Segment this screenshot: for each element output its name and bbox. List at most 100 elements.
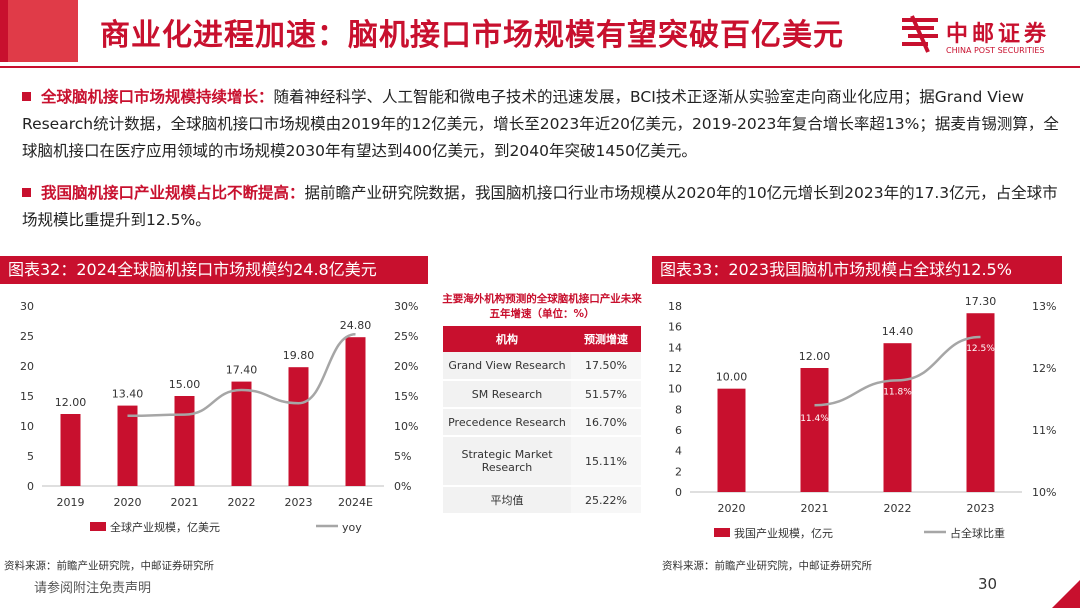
x-tick-label: 2021 <box>171 496 199 509</box>
bar <box>231 381 252 486</box>
bar-data-label: 12.00 <box>799 350 831 363</box>
y-left-tick-label: 14 <box>668 341 682 354</box>
bullet-text: 据前瞻产业研究院数据，我国脑机接口行业市场规模从2020年的10亿元增长到202… <box>22 184 1058 229</box>
y-left-tick-label: 8 <box>675 403 682 416</box>
bar-data-label: 12.00 <box>55 396 87 409</box>
y-left-tick-label: 4 <box>675 445 682 458</box>
bar <box>345 337 366 486</box>
legend-line-label: yoy <box>342 521 362 534</box>
y-left-tick-label: 10 <box>20 420 34 433</box>
y-left-tick-label: 15 <box>20 390 34 403</box>
bar-data-label: 10.00 <box>716 371 748 384</box>
table-cell-rate: 15.11% <box>571 436 641 487</box>
legend-line-label: 占全球比重 <box>950 526 1005 540</box>
y-left-tick-label: 25 <box>20 330 34 343</box>
table-cell-inst: Precedence Research <box>443 408 571 437</box>
table-row: Grand View Research 17.50% <box>443 352 641 381</box>
table-cell-inst: Strategic Market Research <box>443 436 571 487</box>
bullet-square-icon <box>22 92 31 101</box>
table-cell-rate: 16.70% <box>571 408 641 437</box>
x-tick-label: 2022 <box>884 502 912 515</box>
chart2-title-bar: 图表33：2023我国脑机市场规模占全球约12.5% <box>652 256 1062 284</box>
bullet-global-market: 全球脑机接口市场规模持续增长：随着神经科学、人工智能和微电子技术的迅速发展，BC… <box>22 84 1062 165</box>
y-right-tick-label: 10% <box>1032 486 1056 499</box>
y-left-tick-label: 16 <box>668 321 682 334</box>
table-header-rate: 预测增速 <box>571 326 641 352</box>
y-right-tick-label: 0% <box>394 480 411 493</box>
table-row: SM Research 51.57% <box>443 380 641 409</box>
bar <box>883 343 912 492</box>
y-left-tick-label: 20 <box>20 360 34 373</box>
logo-english-name: CHINA POST SECURITIES <box>946 46 1045 55</box>
bullet-keyword: 全球脑机接口市场规模持续增长： <box>41 88 274 106</box>
header-accent-bar <box>0 0 8 62</box>
bullet-square-icon <box>22 188 31 197</box>
y-left-tick-label: 2 <box>675 465 682 478</box>
table-cell-inst: 平均值 <box>443 486 571 515</box>
bar-data-label: 13.40 <box>112 388 144 401</box>
x-tick-label: 2019 <box>57 496 85 509</box>
chart1-source: 资料来源：前瞻产业研究院，中邮证券研究所 <box>4 560 214 572</box>
table-row: 平均值 25.22% <box>443 486 641 515</box>
y-left-tick-label: 0 <box>27 480 34 493</box>
line-data-label: 12.5% <box>966 344 995 354</box>
bar-data-label: 17.40 <box>226 364 258 377</box>
disclaimer-note: 请参阅附注免责声明 <box>34 581 152 596</box>
chart2-source: 资料来源：前瞻产业研究院，中邮证券研究所 <box>662 560 872 572</box>
y-left-tick-label: 0 <box>675 486 682 499</box>
x-tick-label: 2024E <box>338 496 373 509</box>
table-cell-rate: 25.22% <box>571 486 641 515</box>
legend-bar-label: 我国产业规模，亿元 <box>734 526 833 540</box>
corner-decoration <box>1052 580 1080 608</box>
x-tick-label: 2021 <box>801 502 829 515</box>
bar <box>60 414 81 486</box>
china-post-emblem-icon <box>902 15 938 53</box>
y-left-tick-label: 6 <box>675 424 682 437</box>
bar <box>717 388 746 492</box>
table-cell-inst: SM Research <box>443 380 571 409</box>
chart1-global-market: 0 5 10 15 20 25 30 0% 5% 10% 15% 20% 25% 30% 12.00 13.4… <box>20 300 418 534</box>
header-accent-block <box>8 0 78 62</box>
bullet-keyword: 我国脑机接口产业规模占比不断提高： <box>41 184 305 202</box>
y-right-tick-label: 15% <box>394 390 418 403</box>
table-row: Strategic Market Research 15.11% <box>443 436 641 487</box>
bar-data-label: 17.30 <box>965 295 997 308</box>
bar <box>117 405 138 486</box>
line-data-label: 11.4% <box>800 414 829 424</box>
y-right-tick-label: 12% <box>1032 362 1056 375</box>
chart2-china-market: 0 2 4 6 8 10 12 14 16 18 10% 11% 12% 13% 10.00 12.00 14.… <box>668 295 1056 540</box>
bar <box>800 368 829 492</box>
company-logo: 中邮证券 CHINA POST SECURITIES <box>898 12 1068 62</box>
line-data-label: 11.8% <box>883 387 912 397</box>
x-tick-label: 2020 <box>114 496 142 509</box>
bar <box>288 367 309 486</box>
table-header-row: 机构 预测增速 <box>443 326 641 352</box>
y-right-tick-label: 30% <box>394 300 418 313</box>
y-right-tick-label: 10% <box>394 420 418 433</box>
y-left-tick-label: 30 <box>20 300 34 313</box>
table-cell-rate: 51.57% <box>571 380 641 409</box>
y-right-tick-label: 11% <box>1032 424 1056 437</box>
page-number: 30 <box>978 575 998 593</box>
y-right-tick-label: 13% <box>1032 300 1056 313</box>
forecast-table: 机构 预测增速 Grand View Research 17.50% SM Re… <box>443 326 641 515</box>
bullet-china-market: 我国脑机接口产业规模占比不断提高：据前瞻产业研究院数据，我国脑机接口行业市场规模… <box>22 180 1062 234</box>
table-title: 主要海外机构预测的全球脑机接口产业未来五年增速（单位：%） <box>442 293 642 320</box>
table-row: Precedence Research 16.70% <box>443 408 641 437</box>
legend-bar-swatch <box>90 522 106 531</box>
bar-data-label: 15.00 <box>169 378 201 391</box>
bar-data-label: 19.80 <box>283 349 315 362</box>
page-title: 商业化进程加速：脑机接口市场规模有望突破百亿美元 <box>100 18 844 53</box>
y-left-tick-label: 5 <box>27 450 34 463</box>
y-right-tick-label: 25% <box>394 330 418 343</box>
y-left-tick-label: 12 <box>668 362 682 375</box>
legend-bar-swatch <box>714 528 730 537</box>
bar-data-label: 24.80 <box>340 319 372 332</box>
legend-bar-label: 全球产业规模，亿美元 <box>110 520 220 534</box>
x-tick-label: 2022 <box>228 496 256 509</box>
x-tick-label: 2020 <box>718 502 746 515</box>
bullet-text: 随着神经科学、人工智能和微电子技术的迅速发展，BCI技术正逐渐从实验室走向商业化… <box>22 88 1059 160</box>
table-cell-inst: Grand View Research <box>443 352 571 381</box>
bar <box>966 313 995 492</box>
logo-chinese-name: 中邮证券 <box>946 22 1051 47</box>
